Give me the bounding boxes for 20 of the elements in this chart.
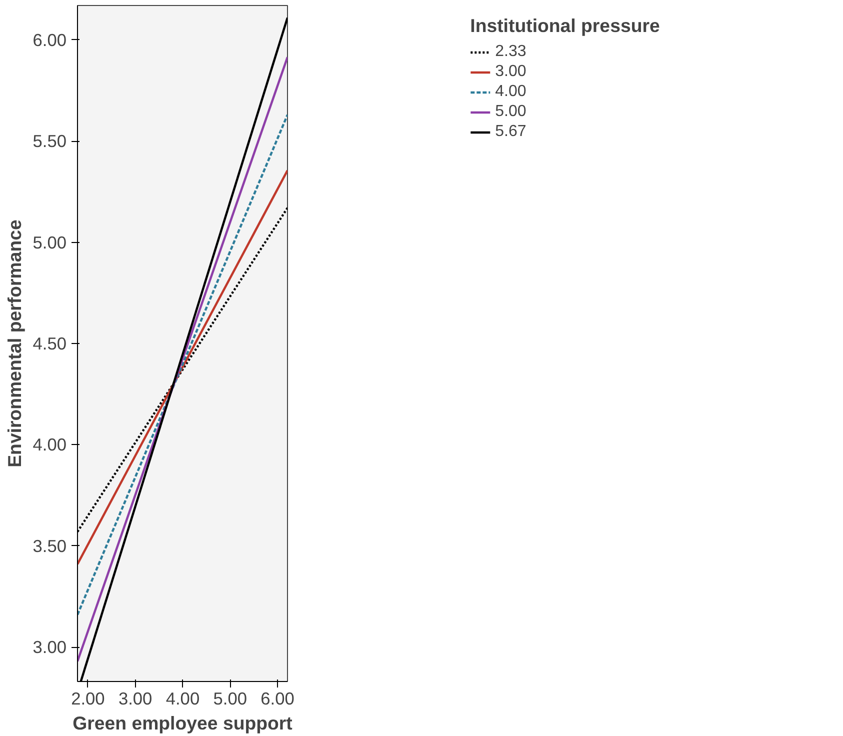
legend-label: 5.00	[495, 103, 526, 121]
y-tick-label: 4.50	[32, 334, 67, 354]
x-tick-label: 6.00	[260, 688, 294, 708]
legend-label: 2.33	[495, 43, 526, 61]
legend-title: Institutional pressure	[470, 15, 660, 37]
legend-label: 4.00	[495, 83, 526, 101]
y-tick-label: 5.50	[32, 131, 67, 152]
y-tick-label: 3.00	[32, 637, 67, 658]
y-tick-label: 3.50	[32, 536, 67, 556]
legend-label: 5.67	[495, 123, 526, 141]
legend-label: 3.00	[495, 63, 526, 81]
x-tick-label: 3.00	[118, 688, 152, 708]
y-axis-title: Environmental performance	[4, 220, 25, 468]
y-tick-label: 4.00	[32, 434, 67, 455]
x-axis-title: Green employee support	[72, 712, 292, 734]
y-tick-label: 6.00	[32, 30, 67, 50]
x-tick-label: 5.00	[213, 688, 248, 708]
x-tick-label: 2.00	[71, 688, 105, 708]
x-tick-label: 4.00	[166, 688, 200, 708]
y-tick-label: 5.00	[32, 232, 67, 252]
